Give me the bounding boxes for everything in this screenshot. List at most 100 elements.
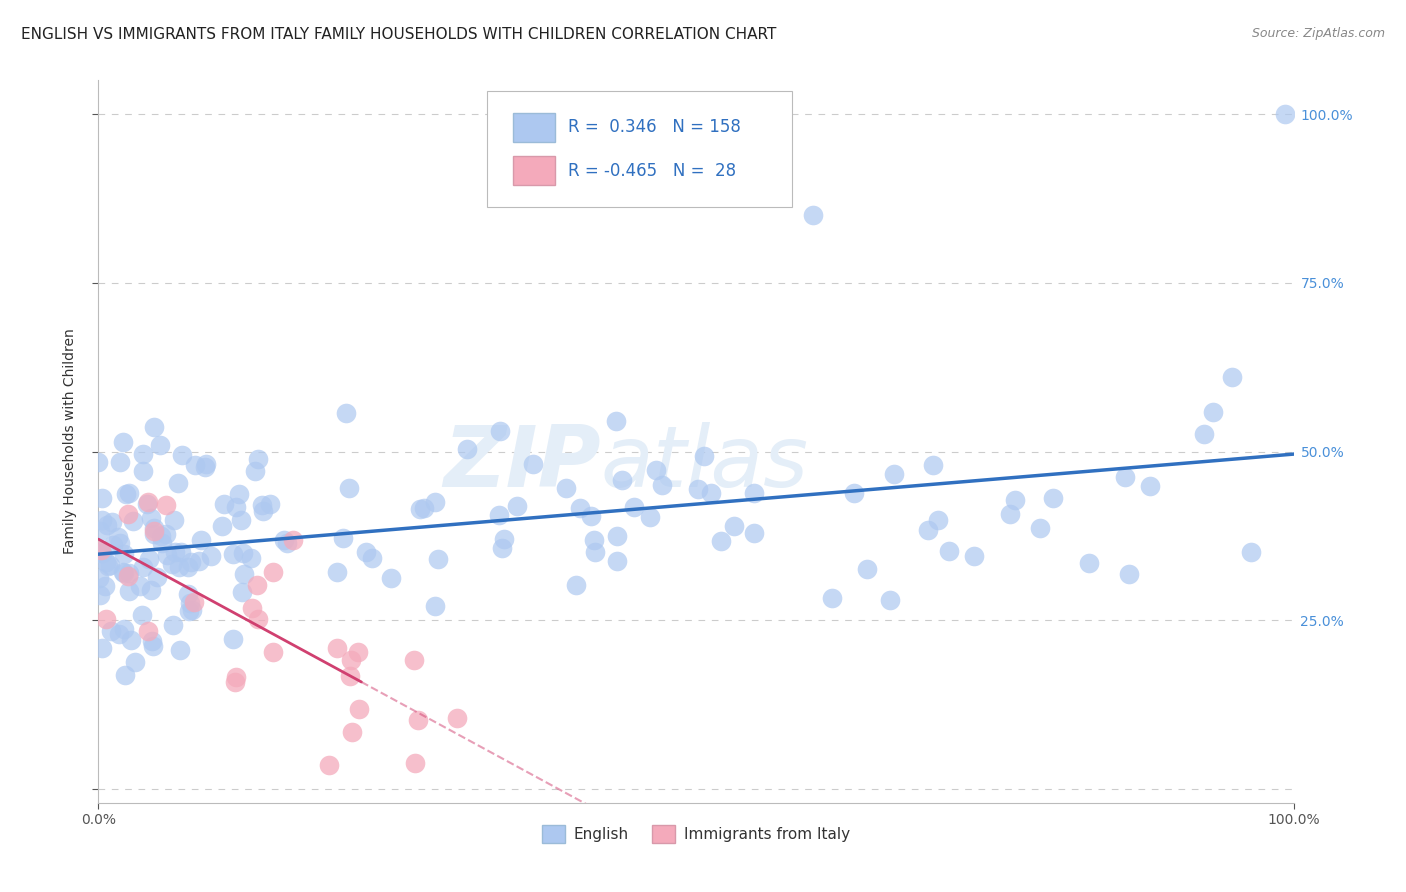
Point [118, 583, 141, 598]
Point [273, 533, 295, 547]
Point [488, 508, 510, 522]
Point [456, 442, 478, 456]
Point [177, 587, 200, 601]
Point [87, 544, 110, 558]
Point [100, 624, 122, 638]
Point [170, 545, 193, 559]
Point [122, 515, 145, 529]
Point [426, 551, 449, 566]
Point [172, 448, 194, 462]
Point [259, 497, 281, 511]
Point [879, 593, 901, 607]
Point [132, 560, 155, 574]
Text: R =  0.346   N = 158: R = 0.346 N = 158 [568, 119, 741, 136]
Point [332, 531, 354, 545]
Point [1202, 405, 1225, 419]
Point [568, 500, 591, 515]
Point [1029, 521, 1052, 535]
Point [339, 653, 361, 667]
Point [709, 533, 731, 548]
Point [404, 756, 426, 771]
Point [155, 527, 177, 541]
Point [107, 530, 129, 544]
Point [1004, 493, 1026, 508]
Point [120, 632, 142, 647]
Point [246, 577, 269, 591]
Point [318, 758, 340, 772]
Point [612, 473, 634, 487]
Point [820, 591, 842, 606]
Point [555, 481, 578, 495]
Point [262, 565, 284, 579]
Point [380, 571, 402, 585]
Point [492, 532, 515, 546]
Point [224, 674, 246, 689]
Point [276, 536, 298, 550]
Point [962, 549, 984, 563]
Point [233, 567, 256, 582]
Point [229, 513, 252, 527]
Point [183, 595, 205, 609]
Point [162, 513, 184, 527]
Point [1192, 427, 1215, 442]
Point [356, 545, 378, 559]
FancyBboxPatch shape [486, 91, 792, 207]
Point [240, 550, 263, 565]
Point [195, 457, 218, 471]
Point [94, 612, 117, 626]
Point [118, 485, 141, 500]
Point [177, 560, 200, 574]
Point [651, 478, 673, 492]
Point [228, 487, 250, 501]
FancyBboxPatch shape [513, 112, 555, 142]
Point [200, 549, 222, 563]
Point [98, 558, 121, 573]
Point [645, 463, 668, 477]
FancyBboxPatch shape [513, 156, 555, 185]
Point [112, 623, 135, 637]
Point [801, 208, 824, 222]
Point [142, 521, 165, 535]
Point [142, 524, 165, 538]
Point [699, 485, 721, 500]
Point [177, 604, 200, 618]
Point [149, 438, 172, 452]
Point [250, 498, 273, 512]
Point [90, 543, 112, 558]
Point [1274, 107, 1296, 121]
Point [222, 547, 245, 561]
Point [143, 420, 166, 434]
Point [124, 655, 146, 669]
Point [139, 511, 162, 525]
Point [638, 509, 661, 524]
Point [409, 502, 432, 516]
Point [143, 527, 166, 541]
Point [149, 528, 172, 542]
Point [112, 547, 135, 561]
Point [131, 607, 153, 622]
Point [579, 508, 602, 523]
Point [605, 413, 627, 427]
Point [423, 599, 446, 614]
Point [1220, 370, 1243, 384]
Point [606, 529, 628, 543]
Point [423, 495, 446, 509]
Point [117, 569, 139, 583]
Point [167, 560, 190, 574]
Point [136, 497, 159, 511]
Point [141, 634, 163, 648]
Point [138, 495, 160, 509]
Point [446, 711, 468, 725]
Point [247, 612, 270, 626]
Point [1118, 567, 1140, 582]
Point [231, 585, 253, 599]
Point [212, 497, 235, 511]
Point [404, 653, 426, 667]
Point [412, 500, 434, 515]
Point [927, 513, 949, 527]
Point [1240, 545, 1263, 559]
Text: atlas: atlas [600, 422, 808, 505]
Point [247, 451, 270, 466]
Point [1077, 556, 1099, 570]
Point [262, 645, 284, 659]
